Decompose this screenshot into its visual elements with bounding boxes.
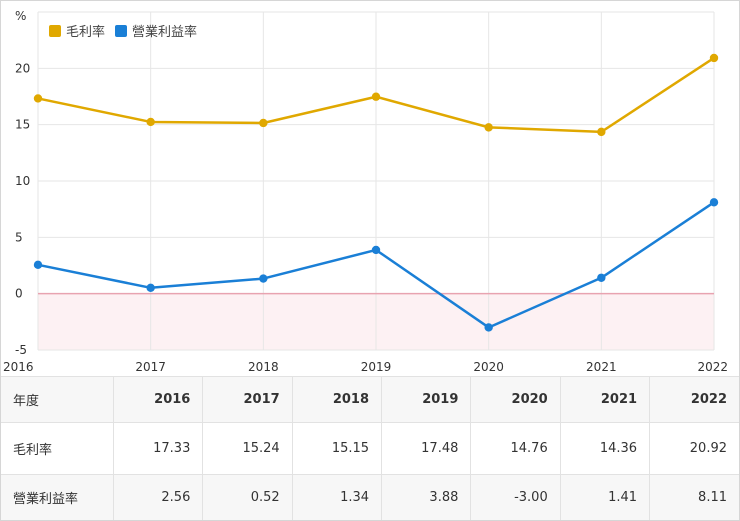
x-tick-label: 2021 <box>586 360 617 373</box>
row-label: 營業利益率 <box>1 474 114 520</box>
table-cell: 0.52 <box>202 474 293 520</box>
x-tick-label: 2016 <box>3 360 34 373</box>
table-row: 營業利益率 2.56 0.52 1.34 3.88 -3.00 1.41 8.1… <box>1 474 739 520</box>
data-point[interactable] <box>146 117 155 127</box>
table-row: 毛利率 17.33 15.24 15.15 17.48 14.76 14.36 … <box>1 422 739 475</box>
table-cell: 2.56 <box>112 474 204 520</box>
data-point[interactable] <box>597 127 606 137</box>
legend-item-1[interactable]: 營業利益率 <box>132 24 197 40</box>
x-axis-labels: 2016 2017 2018 2019 2020 2021 2022 <box>3 360 728 373</box>
header-year: 2021 <box>559 376 651 423</box>
table-cell: 15.15 <box>291 422 383 475</box>
data-point[interactable] <box>709 198 719 207</box>
y-tick-label: 0 <box>15 287 23 301</box>
data-point[interactable] <box>371 92 381 101</box>
y-axis-labels: -5 0 5 10 15 20 <box>15 61 30 357</box>
data-point[interactable] <box>33 94 43 103</box>
header-label: 年度 <box>1 376 114 423</box>
table-cell: 17.48 <box>381 422 472 475</box>
table-cell: 3.88 <box>381 474 472 520</box>
data-point[interactable] <box>146 283 155 293</box>
table-cell: 14.36 <box>559 422 651 475</box>
header-year: 2017 <box>202 376 293 423</box>
x-tick-label: 2019 <box>361 360 392 373</box>
data-point[interactable] <box>709 53 719 63</box>
table-cell: 17.33 <box>112 422 204 475</box>
table-cell: 14.76 <box>470 422 561 475</box>
header-year: 2018 <box>291 376 383 423</box>
legend-swatch <box>115 25 127 37</box>
data-point[interactable] <box>259 118 268 128</box>
table-header-row: 年度 2016 2017 2018 2019 2020 2021 2022 <box>1 376 739 423</box>
legend-item-0[interactable]: 毛利率 <box>66 24 105 40</box>
header-year: 2020 <box>470 376 561 423</box>
y-unit-label: % <box>15 9 26 23</box>
y-tick-label: 5 <box>15 230 23 244</box>
x-tick-label: 2020 <box>473 360 504 373</box>
legend-swatch <box>49 25 61 37</box>
data-point[interactable] <box>371 245 381 255</box>
table-cell: 1.34 <box>291 474 383 520</box>
data-table: 年度 2016 2017 2018 2019 2020 2021 2022 毛利… <box>1 376 739 520</box>
table-cell: 20.92 <box>649 422 739 475</box>
data-point[interactable] <box>259 274 268 283</box>
data-point[interactable] <box>33 260 43 270</box>
table-cell: 8.11 <box>649 474 739 520</box>
y-tick-label: 15 <box>15 118 30 132</box>
y-tick-label: -5 <box>15 343 27 357</box>
table-cell: 1.41 <box>559 474 651 520</box>
data-point[interactable] <box>484 123 493 132</box>
row-label: 毛利率 <box>1 422 114 475</box>
y-tick-label: 20 <box>15 61 30 75</box>
data-point[interactable] <box>484 323 493 332</box>
table-cell: -3.00 <box>470 474 561 520</box>
legend[interactable]: 毛利率 營業利益率 <box>49 24 197 40</box>
data-point[interactable] <box>597 273 606 282</box>
header-year: 2016 <box>112 376 204 423</box>
x-tick-label: 2017 <box>135 360 166 373</box>
x-tick-label: 2022 <box>697 360 728 373</box>
y-tick-label: 10 <box>15 174 30 188</box>
series-points <box>33 53 719 332</box>
x-tick-label: 2018 <box>248 360 279 373</box>
header-year: 2019 <box>381 376 472 423</box>
header-year: 2022 <box>649 376 739 423</box>
table-cell: 15.24 <box>202 422 293 475</box>
